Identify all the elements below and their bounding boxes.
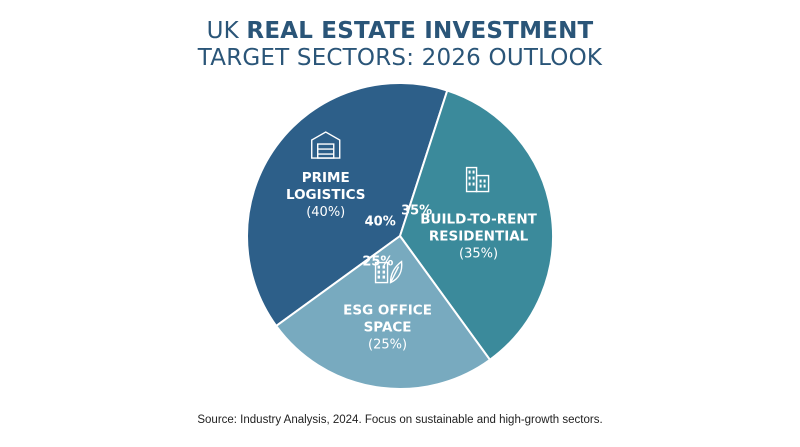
warehouse-icon (311, 131, 341, 159)
slice-label-prime-logistics-line-1: PRIME (302, 170, 350, 186)
slice-label-esg-office-space-line-1: ESG OFFICE (343, 303, 432, 319)
title-bold: REAL ESTATE INVESTMENT (246, 18, 594, 44)
title-line-2: TARGET SECTORS: 2026 OUTLOOK (197, 45, 603, 71)
slice-value-prime-logistics: 40% (365, 215, 396, 230)
pie-slice-build-to-rent-residential (398, 89, 554, 362)
pie-slice-esg-office-space (274, 234, 492, 390)
apartment-building-icon (465, 166, 490, 193)
title-line-1: UK REAL ESTATE INVESTMENT (0, 18, 800, 45)
slice-label-esg-office-space-line-2: SPACE (364, 320, 412, 336)
slice-percent-esg-office-space: (25%) (368, 338, 407, 353)
chart-title: UK REAL ESTATE INVESTMENT TARGET SECTORS… (0, 18, 800, 72)
slice-value-build-to-rent-residential: 35% (401, 203, 432, 218)
source-note: Source: Industry Analysis, 2024. Focus o… (197, 414, 603, 426)
slice-percent-build-to-rent-residential: (35%) (459, 247, 498, 262)
slice-label-build-to-rent-residential-line-1: BUILD-TO-RENT (420, 212, 537, 228)
slice-value-esg-office-space: 25% (362, 254, 393, 269)
slice-label-prime-logistics-line-2: LOGISTICS (286, 187, 366, 203)
slice-label-build-to-rent-residential-line-2: RESIDENTIAL (429, 229, 529, 245)
title-prefix: UK (206, 18, 247, 44)
pie-slice-prime-logistics (246, 82, 449, 328)
slice-percent-prime-logistics: (40%) (306, 205, 345, 220)
eco-office-icon (374, 260, 403, 284)
